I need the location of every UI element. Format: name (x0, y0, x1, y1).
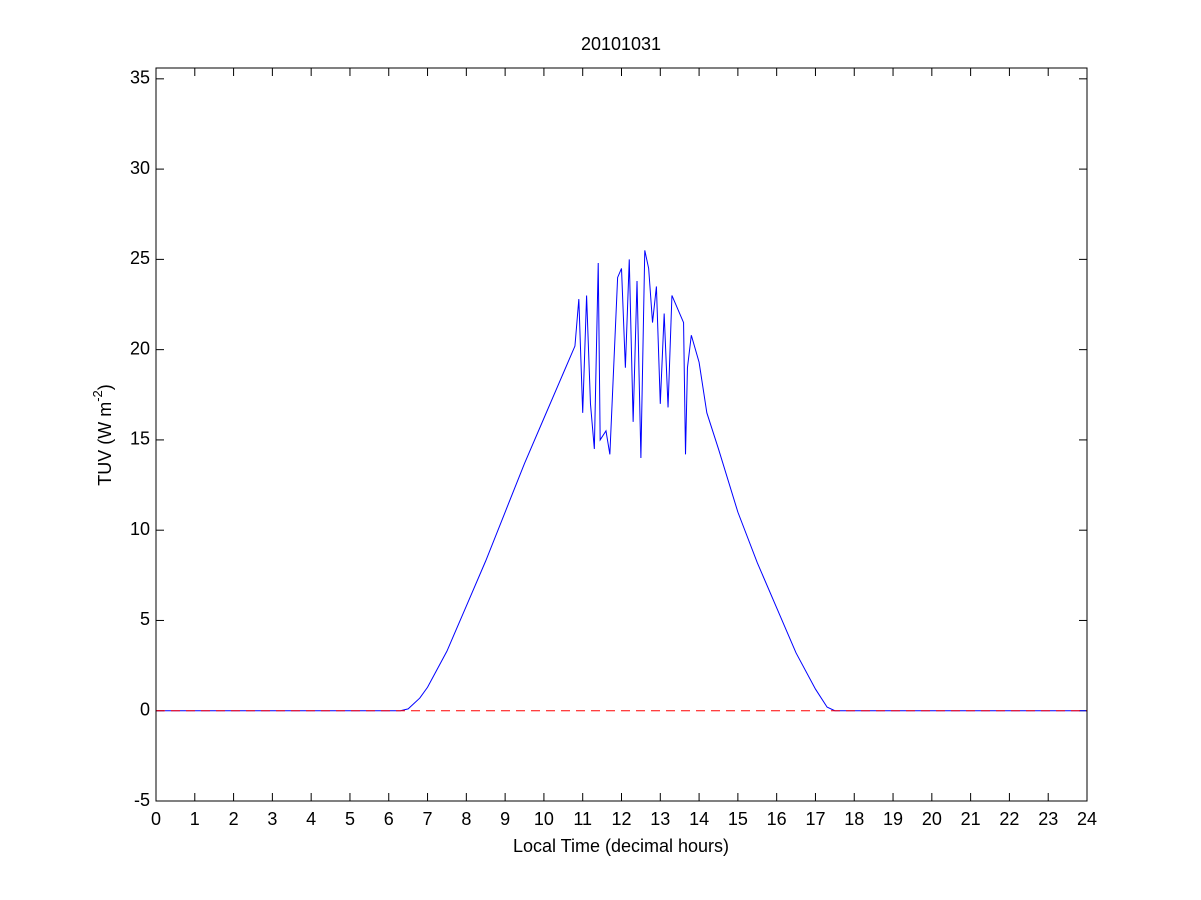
x-tick-label: 8 (461, 809, 471, 829)
x-tick-label: 16 (767, 809, 787, 829)
y-tick-label: 10 (130, 519, 150, 539)
x-tick-label: 0 (151, 809, 161, 829)
x-tick-label: 19 (883, 809, 903, 829)
x-tick-label: 17 (805, 809, 825, 829)
y-axis-label: TUV (W m-2) (90, 384, 114, 486)
y-tick-label: 20 (130, 338, 150, 358)
x-tick-label: 4 (306, 809, 316, 829)
x-tick-label: 10 (534, 809, 554, 829)
x-tick-label: 12 (611, 809, 631, 829)
x-tick-label: 7 (423, 809, 433, 829)
x-tick-label: 6 (384, 809, 394, 829)
y-tick-label: 30 (130, 158, 150, 178)
x-tick-label: 3 (267, 809, 277, 829)
y-axis-label-superscript: -2 (90, 390, 105, 402)
y-axis-label-text: TUV (W m (95, 402, 115, 486)
x-tick-label: 14 (689, 809, 709, 829)
y-tick-label: 15 (130, 429, 150, 449)
chart-title: 20101031 (581, 34, 661, 54)
data-line (156, 250, 1087, 712)
y-axis-label-suffix: ) (95, 384, 115, 390)
x-tick-label: 21 (961, 809, 981, 829)
y-tick-label: 0 (140, 699, 150, 719)
x-tick-label: 18 (844, 809, 864, 829)
x-tick-label: 5 (345, 809, 355, 829)
y-tick-label: -5 (134, 790, 150, 810)
x-axis-label: Local Time (decimal hours) (513, 836, 729, 856)
x-tick-label: 22 (999, 809, 1019, 829)
x-tick-label: 1 (190, 809, 200, 829)
x-tick-label: 9 (500, 809, 510, 829)
x-tick-label: 2 (229, 809, 239, 829)
y-tick-label: 25 (130, 248, 150, 268)
x-tick-label: 11 (573, 809, 592, 829)
y-tick-label: 35 (130, 68, 150, 88)
x-tick-label: 20 (922, 809, 942, 829)
x-tick-label: 13 (650, 809, 670, 829)
y-tick-label: 5 (140, 609, 150, 629)
x-tick-label: 23 (1038, 809, 1058, 829)
x-tick-label: 15 (728, 809, 748, 829)
x-tick-label: 24 (1077, 809, 1097, 829)
plot-frame (155, 67, 1088, 802)
